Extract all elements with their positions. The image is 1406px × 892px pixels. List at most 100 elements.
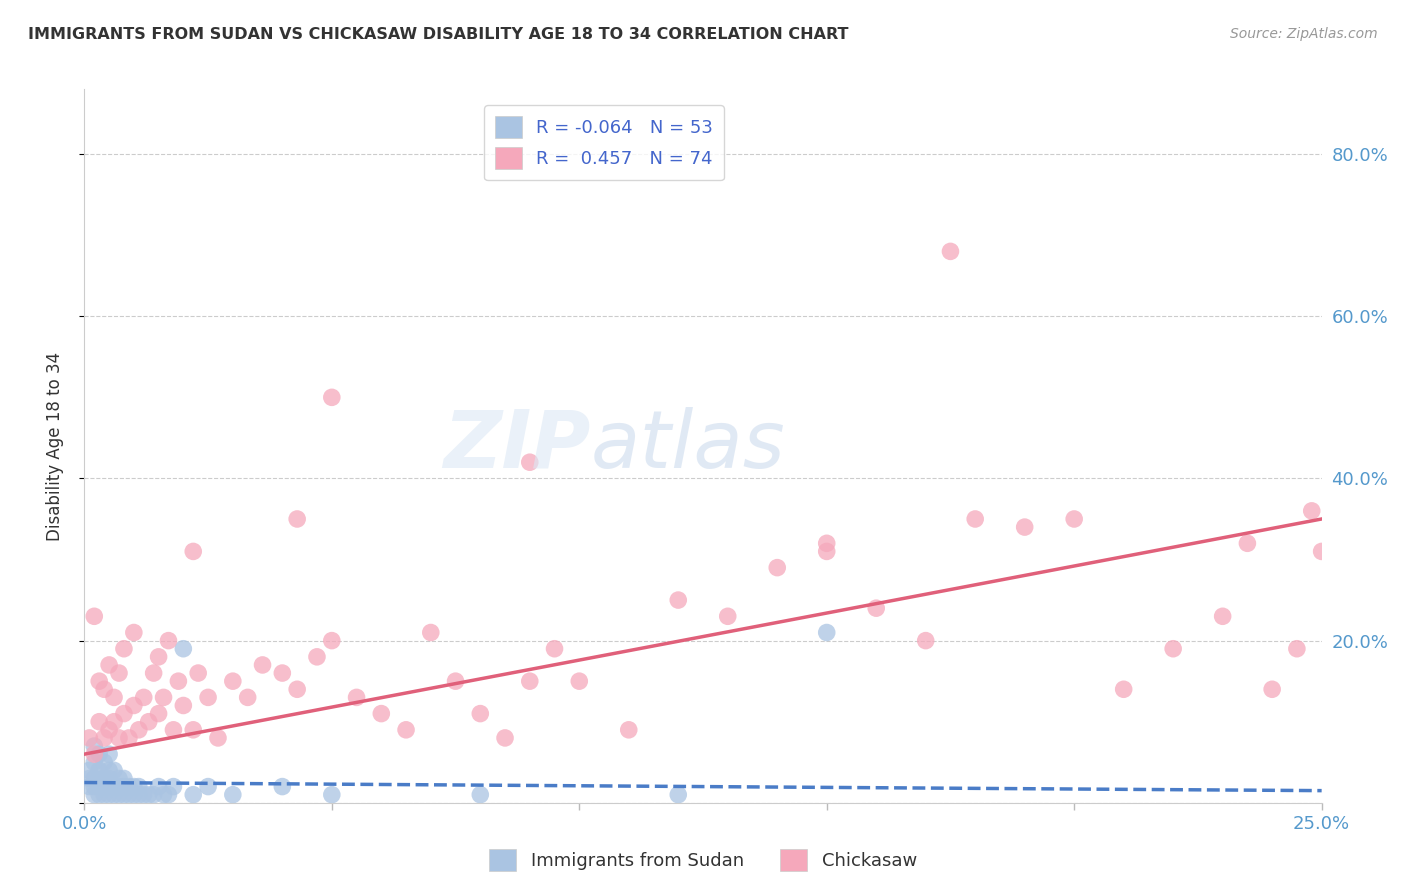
Point (148, 706, 170, 721)
Point (103, 788, 125, 802)
Point (519, 455, 541, 469)
Point (138, 714, 160, 729)
Point (1212, 609, 1234, 624)
Point (519, 674, 541, 689)
Point (79, 780, 101, 794)
Point (965, 512, 987, 526)
Point (470, 788, 492, 802)
Point (162, 723, 184, 737)
Point (395, 723, 418, 737)
Point (112, 772, 135, 786)
Point (172, 641, 194, 656)
Point (167, 674, 190, 689)
Point (83, 747, 105, 761)
Point (914, 633, 936, 648)
Point (222, 788, 245, 802)
Point (148, 780, 170, 794)
Point (444, 674, 467, 689)
Legend: R = -0.064   N = 53, R =  0.457   N = 74: R = -0.064 N = 53, R = 0.457 N = 74 (484, 105, 724, 180)
Point (108, 788, 131, 802)
Point (89, 780, 111, 794)
Point (370, 706, 392, 721)
Point (252, 657, 274, 672)
Point (197, 690, 219, 705)
Point (98, 764, 121, 778)
Point (1161, 641, 1184, 656)
Point (321, 633, 343, 648)
Point (271, 780, 294, 794)
Point (128, 788, 150, 802)
Text: IMMIGRANTS FROM SUDAN VS CHICKASAW DISABILITY AGE 18 TO 34 CORRELATION CHART: IMMIGRANTS FROM SUDAN VS CHICKASAW DISAB… (28, 27, 849, 42)
Point (122, 625, 145, 640)
Point (132, 690, 155, 705)
Point (79, 731, 101, 745)
Point (666, 788, 689, 802)
Point (118, 780, 141, 794)
Point (122, 788, 145, 802)
Point (98, 780, 121, 794)
Point (666, 593, 689, 607)
Point (112, 641, 135, 656)
Y-axis label: Disability Age 18 to 34: Disability Age 18 to 34 (45, 351, 63, 541)
Point (207, 731, 229, 745)
Point (1310, 544, 1333, 558)
Point (83, 609, 105, 624)
Point (122, 780, 145, 794)
Point (93, 788, 115, 802)
Point (103, 764, 125, 778)
Point (181, 788, 204, 802)
Point (346, 690, 368, 705)
Point (162, 780, 184, 794)
Point (98, 657, 121, 672)
Point (285, 682, 308, 697)
Point (83, 772, 105, 786)
Point (1301, 504, 1323, 518)
Point (98, 772, 121, 786)
Point (112, 780, 135, 794)
Point (89, 747, 111, 761)
Point (285, 512, 308, 526)
Point (197, 780, 219, 794)
Point (181, 544, 204, 558)
Point (118, 731, 141, 745)
Point (568, 674, 591, 689)
Point (108, 772, 131, 786)
Point (98, 788, 121, 802)
Point (112, 706, 135, 721)
Point (118, 788, 141, 802)
Point (1236, 536, 1258, 550)
Point (108, 666, 131, 681)
Point (148, 649, 170, 664)
Point (271, 666, 294, 681)
Point (494, 731, 516, 745)
Point (172, 698, 194, 713)
Point (98, 723, 121, 737)
Point (108, 731, 131, 745)
Point (128, 780, 150, 794)
Point (152, 690, 174, 705)
Point (79, 764, 101, 778)
Point (419, 625, 441, 640)
Point (89, 788, 111, 802)
Point (93, 731, 115, 745)
Text: atlas: atlas (591, 407, 786, 485)
Point (103, 714, 125, 729)
Text: ZIP: ZIP (443, 407, 591, 485)
Point (93, 780, 115, 794)
Point (103, 690, 125, 705)
Point (187, 666, 209, 681)
Point (83, 739, 105, 753)
Point (89, 714, 111, 729)
Point (815, 544, 838, 558)
Point (766, 560, 789, 574)
Point (815, 536, 838, 550)
Point (142, 788, 165, 802)
Point (122, 698, 145, 713)
Point (321, 390, 343, 404)
Point (305, 649, 328, 664)
Point (815, 625, 838, 640)
Point (1261, 682, 1284, 697)
Point (89, 772, 111, 786)
Point (1063, 512, 1085, 526)
Point (470, 706, 492, 721)
